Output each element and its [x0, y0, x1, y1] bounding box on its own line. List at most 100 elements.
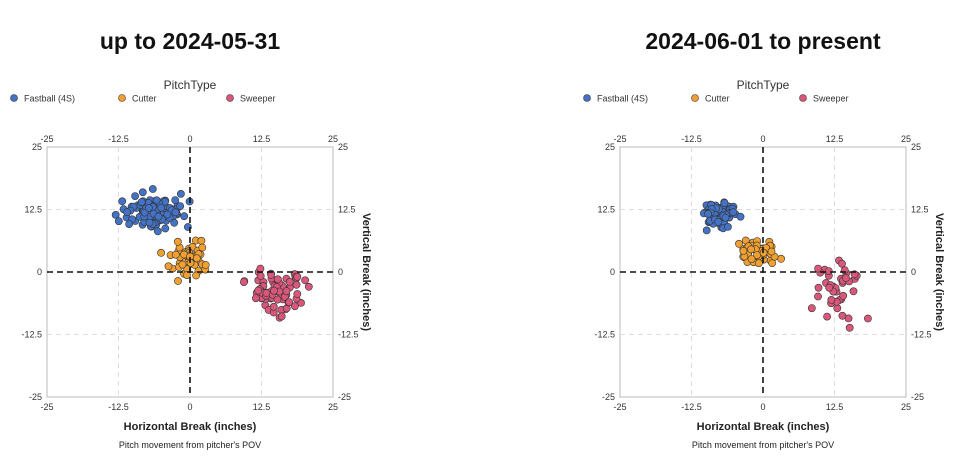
data-points: [111, 185, 313, 322]
chart-caption: Pitch movement from pitcher's POV: [119, 440, 261, 450]
legend-label: Sweeper: [240, 94, 276, 104]
data-point: [239, 278, 248, 286]
gridlines: [620, 147, 906, 397]
data-point: [131, 192, 139, 200]
data-point: [721, 213, 730, 222]
data-point: [157, 203, 166, 212]
data-point: [277, 312, 286, 321]
y-tick-label-right: 25: [338, 142, 348, 152]
data-point: [273, 295, 282, 304]
x-tick-label-top: 25: [901, 134, 911, 144]
data-point: [845, 323, 854, 332]
x-tick-label-bottom: 12.5: [826, 402, 844, 412]
data-point: [254, 286, 263, 295]
x-axis-label: Horizontal Break (inches): [697, 421, 830, 433]
data-point: [176, 189, 185, 198]
data-point: [153, 227, 162, 236]
data-point: [154, 212, 163, 221]
y-tick-label-right: -25: [911, 392, 924, 402]
data-point: [301, 276, 309, 285]
x-tick-label-top: 12.5: [826, 134, 844, 144]
legend-marker: [118, 94, 126, 102]
data-point: [173, 237, 182, 246]
x-tick-label-top: -12.5: [681, 134, 702, 144]
data-point: [839, 291, 848, 300]
legend-title: PitchType: [164, 78, 217, 92]
y-tick-label-right: 12.5: [911, 205, 929, 215]
y-tick-label-right: -25: [338, 392, 351, 402]
data-point: [267, 270, 275, 279]
data-point: [720, 199, 729, 207]
data-point: [161, 224, 170, 233]
data-point: [838, 311, 847, 320]
data-point: [273, 275, 282, 284]
data-point: [777, 254, 785, 263]
x-tick-label-top: -25: [40, 134, 53, 144]
gridlines: [47, 147, 333, 397]
y-axis-label: Vertical Break (inches): [360, 213, 372, 331]
chart-panel-1: up to 2024-05-31 PitchType Fastball (4S) C…: [0, 0, 484, 471]
data-point: [270, 286, 278, 295]
data-point: [723, 222, 732, 231]
y-tick-label-right: 12.5: [338, 205, 356, 215]
data-point: [736, 212, 745, 221]
data-point: [292, 280, 301, 289]
y-tick-label-left: 25: [605, 142, 615, 152]
data-point: [269, 302, 278, 311]
x-tick-label-top: 12.5: [253, 134, 271, 144]
y-tick-label-left: 12.5: [597, 205, 615, 215]
data-point: [838, 259, 846, 268]
data-point: [145, 218, 154, 227]
legend-marker: [799, 94, 807, 102]
legend-title: PitchType: [737, 78, 790, 92]
x-tick-label-bottom: -12.5: [681, 402, 702, 412]
y-tick-label-right: 0: [338, 267, 343, 277]
data-point: [814, 292, 822, 301]
data-point: [824, 267, 833, 275]
data-point: [739, 246, 748, 255]
data-point: [256, 272, 265, 280]
x-tick-label-bottom: -25: [40, 402, 53, 412]
y-tick-label-left: -12.5: [21, 330, 42, 340]
y-tick-label-right: -12.5: [911, 330, 932, 340]
data-point: [174, 277, 182, 285]
y-tick-label-right: 25: [911, 142, 921, 152]
data-point: [702, 226, 711, 235]
data-point: [192, 254, 201, 263]
data-point: [171, 250, 180, 259]
y-tick-label-left: -25: [29, 392, 42, 402]
data-point: [729, 208, 738, 217]
y-tick-label-left: 25: [32, 142, 42, 152]
data-point: [293, 272, 302, 281]
data-point: [125, 220, 134, 228]
data-point: [767, 247, 776, 256]
y-tick-label-right: -12.5: [338, 330, 359, 340]
data-point: [137, 198, 146, 206]
chart-panel-2: 2024-06-01 to present PitchType Fastball …: [573, 0, 969, 471]
data-point: [163, 210, 172, 219]
data-point: [290, 302, 299, 311]
x-tick-label-bottom: -25: [613, 402, 626, 412]
legend-marker: [10, 94, 18, 102]
chart-title: up to 2024-05-31: [99, 28, 281, 54]
y-axis-label: Vertical Break (inches): [933, 213, 945, 331]
data-point: [251, 294, 260, 303]
data-point: [148, 185, 157, 193]
data-point: [171, 208, 180, 217]
data-point: [138, 188, 147, 197]
data-point: [814, 264, 822, 273]
data-point: [747, 255, 756, 263]
data-point: [841, 274, 850, 282]
data-point: [833, 304, 842, 313]
data-point: [807, 304, 816, 313]
data-point: [192, 271, 200, 280]
legend-marker: [226, 94, 234, 102]
x-tick-label-bottom: 25: [328, 402, 338, 412]
data-point: [164, 262, 173, 271]
x-tick-label-top: 0: [187, 134, 192, 144]
data-point: [176, 202, 185, 210]
legend-marker: [583, 94, 591, 102]
data-point: [285, 277, 294, 286]
